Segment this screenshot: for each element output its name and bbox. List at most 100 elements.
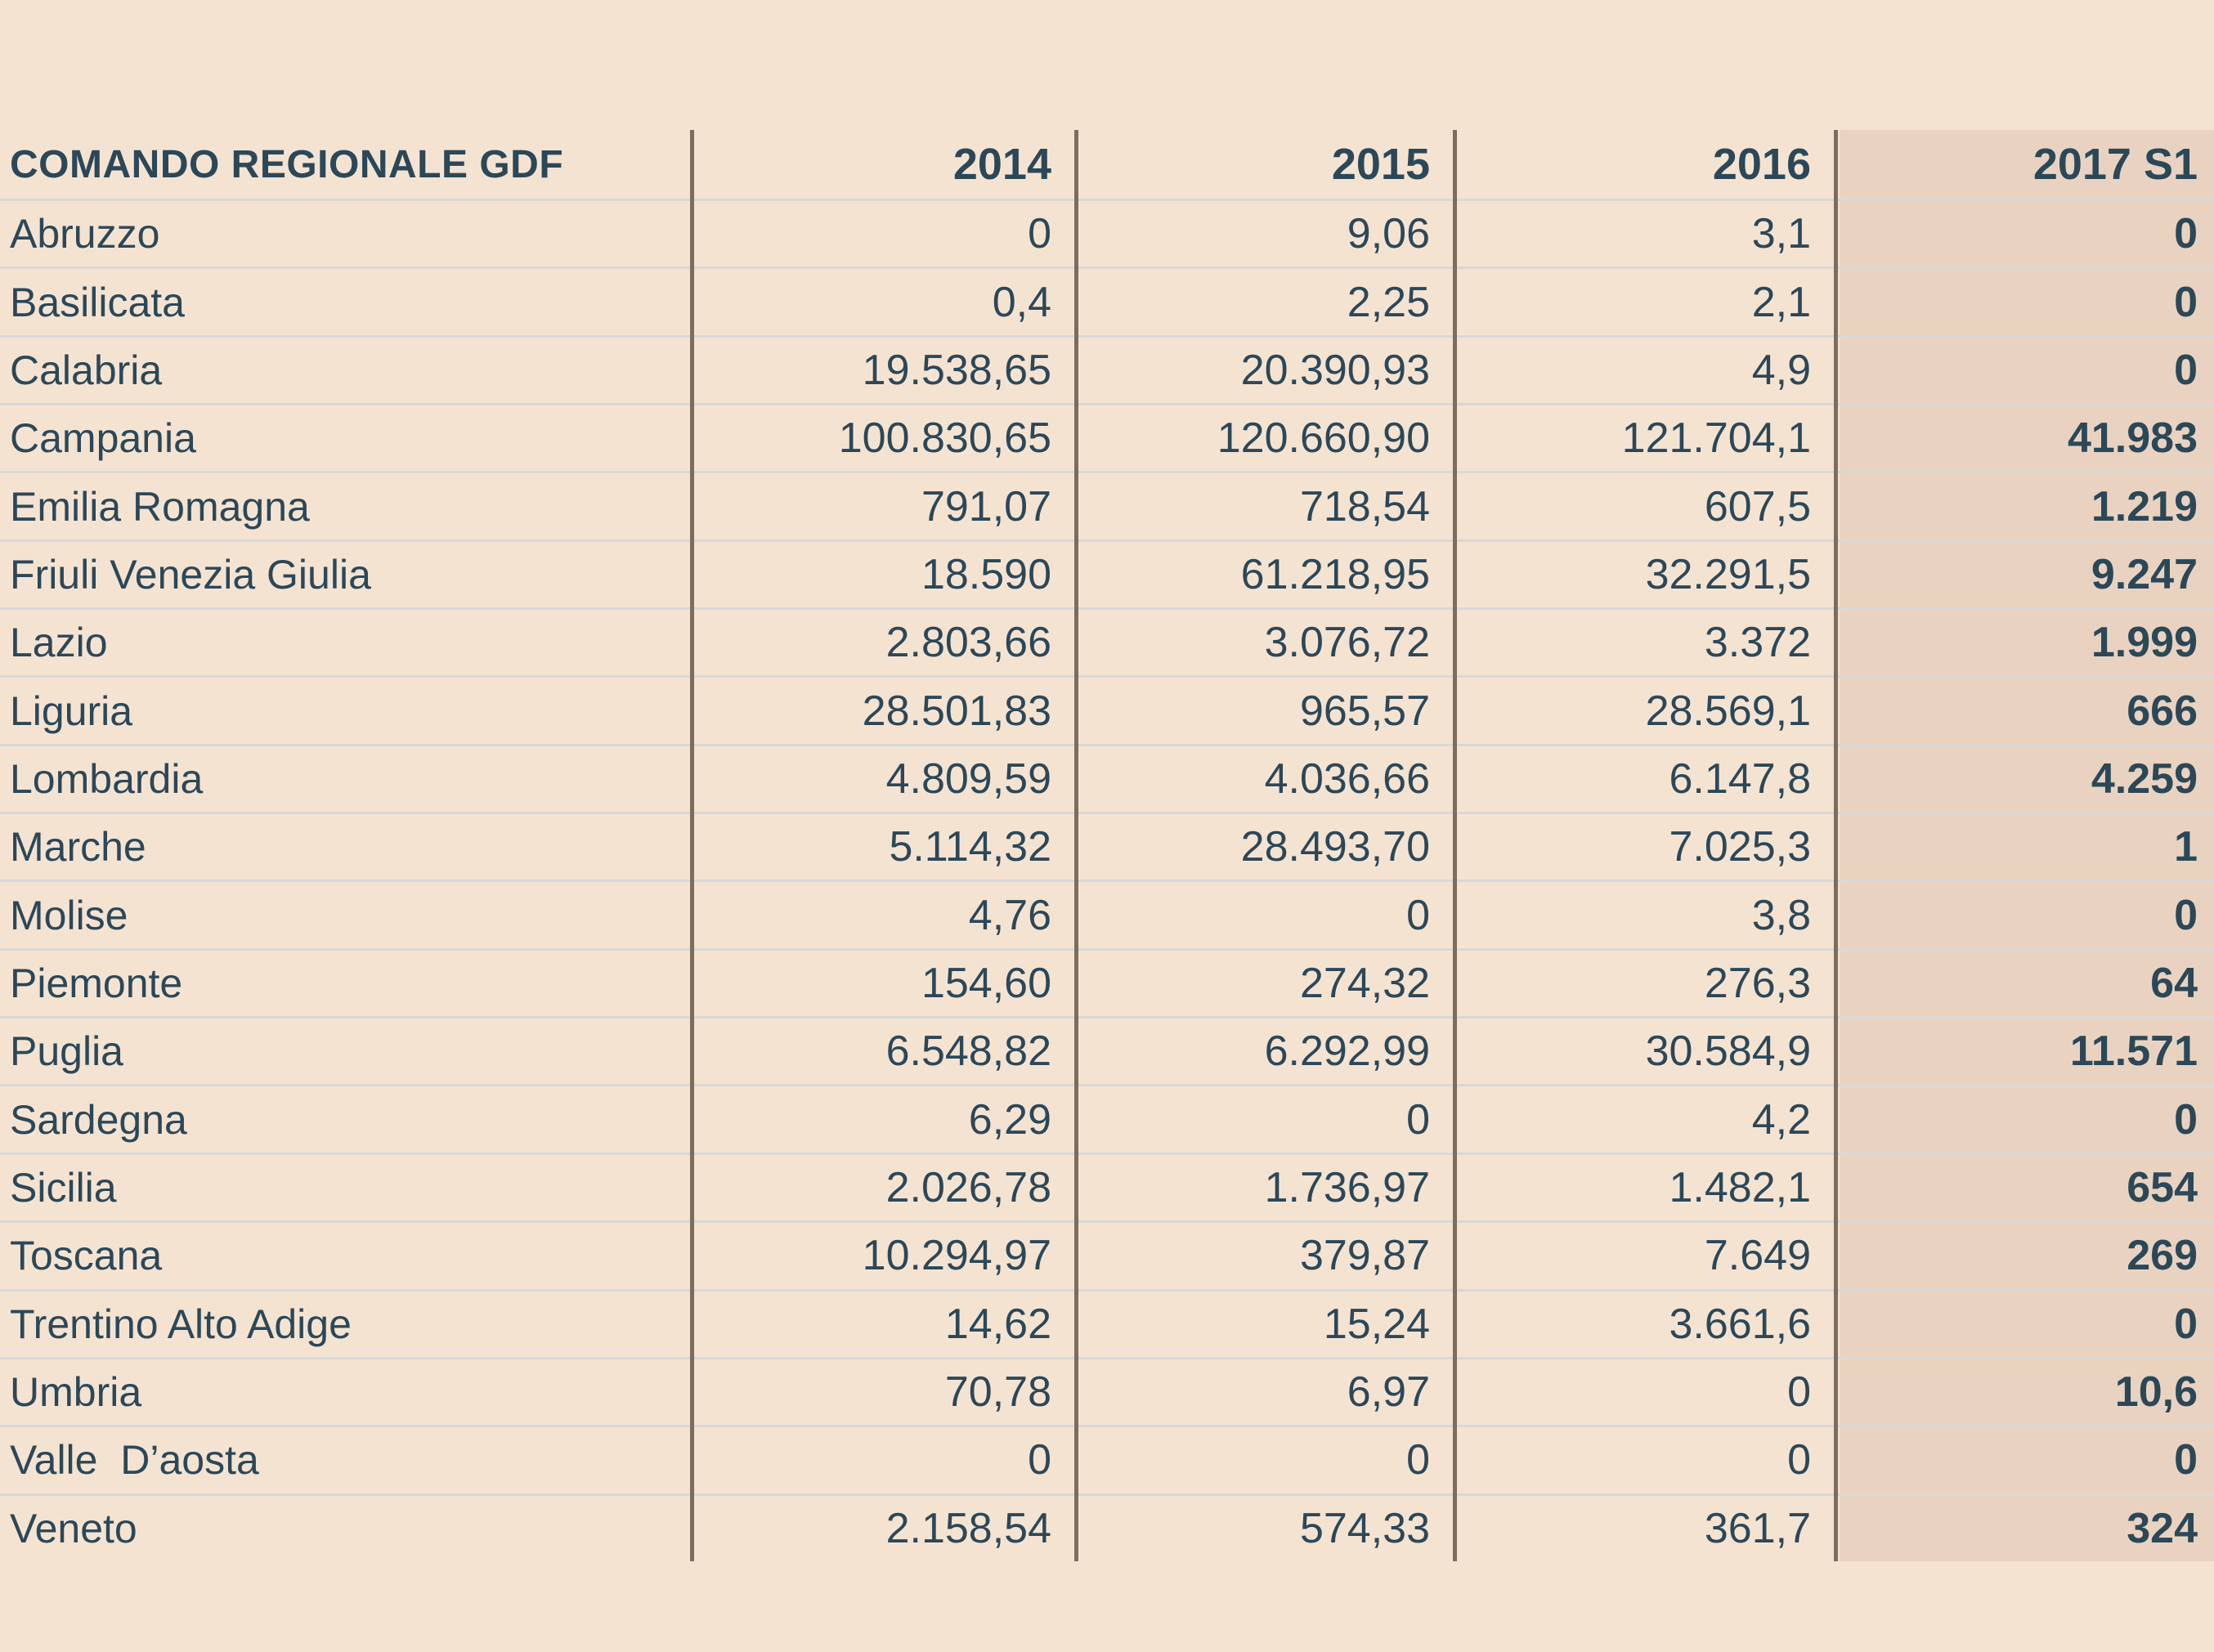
value-cell: 19.538,65	[862, 346, 1051, 394]
value-cell: 1.482,1	[1669, 1163, 1812, 1211]
value-cell: 0	[1028, 210, 1051, 258]
value-cell: 0	[1787, 1436, 1811, 1484]
value-cell: 7.649	[1704, 1232, 1811, 1280]
table-row: Sardegna 6,29 0 4,2 0	[0, 1084, 2214, 1152]
value-cell: 28.569,1	[1645, 687, 1811, 735]
value-cell: 1.736,97	[1264, 1163, 1430, 1211]
value-cell: 120.660,90	[1217, 414, 1430, 463]
region-cell: Toscana	[10, 1233, 163, 1279]
table-row: Trentino Alto Adige 14,62 15,24 3.661,6 …	[0, 1288, 2214, 1357]
value-cell: 15,24	[1323, 1300, 1430, 1348]
value-cell: 5.114,32	[889, 823, 1051, 871]
value-cell: 28.501,83	[862, 687, 1051, 735]
table-row: Liguria 28.501,83 965,57 28.569,1 666	[0, 675, 2214, 743]
table-row: Basilicata 0,4 2,25 2,1 0	[0, 266, 2214, 334]
table-row: Campania 100.830,65 120.660,90 121.704,1…	[0, 403, 2214, 471]
value-cell: 2,1	[1751, 278, 1811, 326]
region-cell: Basilicata	[10, 279, 185, 325]
value-cell: 11.571	[2069, 1027, 2198, 1076]
column-header-2014: 2014	[952, 140, 1051, 189]
value-cell: 4,9	[1751, 346, 1811, 394]
region-cell: Marche	[10, 824, 146, 871]
region-cell: Friuli Venezia Giulia	[10, 551, 371, 598]
region-cell: Valle D’aosta	[10, 1437, 259, 1484]
value-cell: 3.076,72	[1264, 619, 1430, 667]
table-row: Umbria 70,78 6,97 0 10,6	[0, 1356, 2214, 1425]
region-cell: Umbria	[10, 1369, 142, 1416]
highlight-column-overlay	[1840, 130, 2214, 1561]
value-cell: 6,97	[1347, 1368, 1430, 1417]
region-cell: Emilia Romagna	[10, 483, 310, 530]
table-row: Abruzzo 0 9,06 3,1 0	[0, 199, 2214, 266]
value-cell: 0	[1787, 1368, 1811, 1417]
value-cell: 10.294,97	[862, 1232, 1051, 1280]
value-cell: 18.590	[921, 550, 1051, 598]
column-header-2016: 2016	[1712, 140, 1811, 189]
value-cell: 0,4	[992, 278, 1051, 326]
value-cell: 7.025,3	[1669, 823, 1812, 871]
value-cell: 9,06	[1347, 210, 1430, 258]
value-cell: 1.999	[2091, 619, 2198, 667]
table-row: Calabria 19.538,65 20.390,93 4,9 0	[0, 334, 2214, 403]
value-cell: 100.830,65	[838, 414, 1051, 463]
value-cell: 0	[1406, 1095, 1430, 1144]
region-cell: Sicilia	[10, 1164, 117, 1211]
value-cell: 269	[2127, 1232, 2198, 1280]
region-cell: Veneto	[10, 1505, 137, 1551]
value-cell: 1.219	[2091, 482, 2198, 531]
region-cell: Piemonte	[10, 960, 183, 1006]
value-cell: 0	[1028, 1436, 1051, 1484]
value-cell: 274,32	[1299, 959, 1430, 1007]
table-row: Friuli Venezia Giulia 18.590 61.218,95 3…	[0, 539, 2214, 607]
value-cell: 3.661,6	[1669, 1300, 1812, 1348]
value-cell: 6.147,8	[1669, 754, 1812, 803]
region-cell: Lombardia	[10, 755, 204, 802]
table-row: Marche 5.114,32 28.493,70 7.025,3 1	[0, 812, 2214, 880]
value-cell: 654	[2127, 1163, 2198, 1211]
table-row: Sicilia 2.026,78 1.736,97 1.482,1 654	[0, 1152, 2214, 1220]
value-cell: 0	[2174, 1095, 2198, 1144]
table-row: Lazio 2.803,66 3.076,72 3.372 1.999	[0, 607, 2214, 675]
region-cell: Liguria	[10, 687, 133, 734]
value-cell: 30.584,9	[1645, 1027, 1811, 1076]
region-cell: Molise	[10, 892, 128, 938]
value-cell: 4.036,66	[1264, 754, 1430, 803]
value-cell: 666	[2127, 687, 2198, 735]
region-cell: Trentino Alto Adige	[10, 1301, 352, 1347]
table-row: Puglia 6.548,82 6.292,99 30.584,9 11.571	[0, 1016, 2214, 1084]
value-cell: 154,60	[921, 959, 1051, 1007]
value-cell: 0	[2174, 1300, 2198, 1348]
value-cell: 2.026,78	[885, 1163, 1051, 1211]
column-header-region: COMANDO REGIONALE GDF	[10, 142, 564, 186]
value-cell: 0	[1406, 1436, 1430, 1484]
value-cell: 4.259	[2091, 754, 2198, 803]
column-divider	[1074, 130, 1078, 1561]
region-cell: Abruzzo	[10, 211, 160, 257]
region-cell: Puglia	[10, 1028, 123, 1075]
value-cell: 28.493,70	[1240, 823, 1430, 871]
value-cell: 1	[2174, 823, 2198, 871]
value-cell: 0	[2174, 278, 2198, 326]
column-divider	[690, 130, 694, 1561]
gdf-table: COMANDO REGIONALE GDF 2014 2015 2016 201…	[0, 130, 2214, 1561]
table-row: Molise 4,76 0 3,8 0	[0, 880, 2214, 947]
value-cell: 3.372	[1704, 619, 1811, 667]
value-cell: 4.809,59	[885, 754, 1051, 803]
region-cell: Lazio	[10, 620, 108, 666]
value-cell: 2.158,54	[885, 1504, 1051, 1552]
value-cell: 61.218,95	[1240, 550, 1430, 598]
value-cell: 0	[2174, 891, 2198, 939]
value-cell: 121.704,1	[1621, 414, 1811, 463]
value-cell: 10,6	[2114, 1368, 2198, 1417]
value-cell: 3,8	[1751, 891, 1811, 939]
table-row: Piemonte 154,60 274,32 276,3 64	[0, 947, 2214, 1016]
value-cell: 4,76	[968, 891, 1051, 939]
value-cell: 32.291,5	[1645, 550, 1811, 598]
column-divider	[1453, 130, 1457, 1561]
table-row: Lombardia 4.809,59 4.036,66 6.147,8 4.25…	[0, 743, 2214, 812]
value-cell: 14,62	[944, 1300, 1051, 1348]
table-row: Valle D’aosta 0 0 0 0	[0, 1425, 2214, 1493]
table-body: COMANDO REGIONALE GDF 2014 2015 2016 201…	[0, 130, 2214, 1561]
value-cell: 6.548,82	[885, 1027, 1051, 1076]
value-cell: 6,29	[968, 1095, 1051, 1144]
